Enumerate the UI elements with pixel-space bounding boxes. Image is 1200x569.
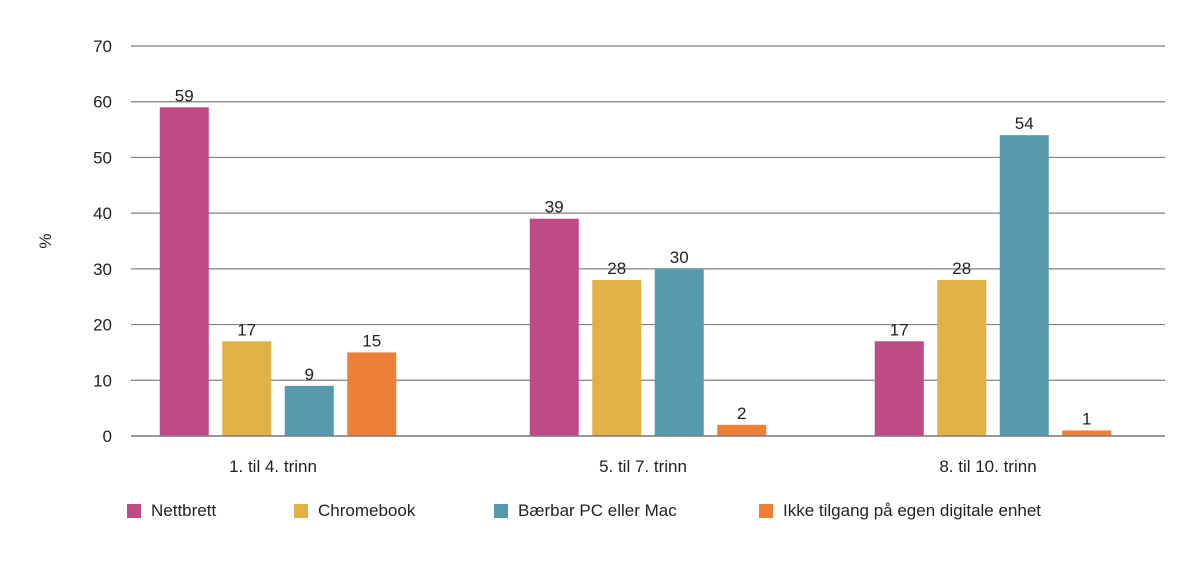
x-tick-label: 1. til 4. trinn	[229, 457, 317, 476]
legend-swatch	[127, 504, 141, 518]
y-tick-label: 30	[93, 260, 112, 279]
data-label: 30	[670, 248, 689, 267]
legend-label: Bærbar PC eller Mac	[518, 501, 677, 520]
y-tick-label: 40	[93, 204, 112, 223]
y-axis-label: %	[36, 233, 55, 248]
bar	[874, 341, 924, 436]
bar	[347, 352, 397, 436]
bar	[999, 135, 1049, 436]
y-tick-label: 60	[93, 93, 112, 112]
y-tick-label: 20	[93, 316, 112, 335]
data-label: 15	[362, 331, 381, 350]
data-label: 54	[1015, 114, 1034, 133]
x-tick-label: 5. til 7. trinn	[599, 457, 687, 476]
bar	[529, 218, 579, 436]
y-tick-label: 70	[93, 37, 112, 56]
bar	[717, 424, 767, 436]
data-label: 17	[237, 320, 256, 339]
data-label: 17	[890, 320, 909, 339]
legend-swatch	[294, 504, 308, 518]
legend-item: Ikke tilgang på egen digitale enhet	[759, 501, 1041, 521]
x-tick-label: 8. til 10. trinn	[939, 457, 1036, 476]
legend-label: Nettbrett	[151, 501, 217, 520]
data-label: 2	[737, 404, 746, 423]
legend-label: Ikke tilgang på egen digitale enhet	[783, 501, 1042, 520]
bar	[222, 341, 272, 436]
data-label: 28	[952, 259, 971, 278]
legend-label: Chromebook	[318, 501, 416, 520]
data-label: 1	[1082, 409, 1091, 428]
data-label: 28	[607, 259, 626, 278]
legend-swatch	[759, 504, 773, 518]
legend-item: Nettbrett	[127, 501, 216, 521]
y-tick-label: 10	[93, 371, 112, 390]
bar	[937, 280, 987, 436]
legend-swatch	[494, 504, 508, 518]
y-tick-label: 0	[103, 427, 112, 446]
data-label: 39	[545, 198, 564, 217]
legend-item: Chromebook	[294, 501, 415, 521]
bar	[284, 385, 334, 436]
data-label: 9	[305, 365, 314, 384]
bar	[654, 268, 704, 436]
bar	[592, 280, 642, 436]
data-label: 59	[175, 86, 194, 105]
bar	[1062, 430, 1112, 436]
y-tick-label: 50	[93, 148, 112, 167]
bar	[159, 107, 209, 437]
legend-item: Bærbar PC eller Mac	[494, 501, 677, 521]
